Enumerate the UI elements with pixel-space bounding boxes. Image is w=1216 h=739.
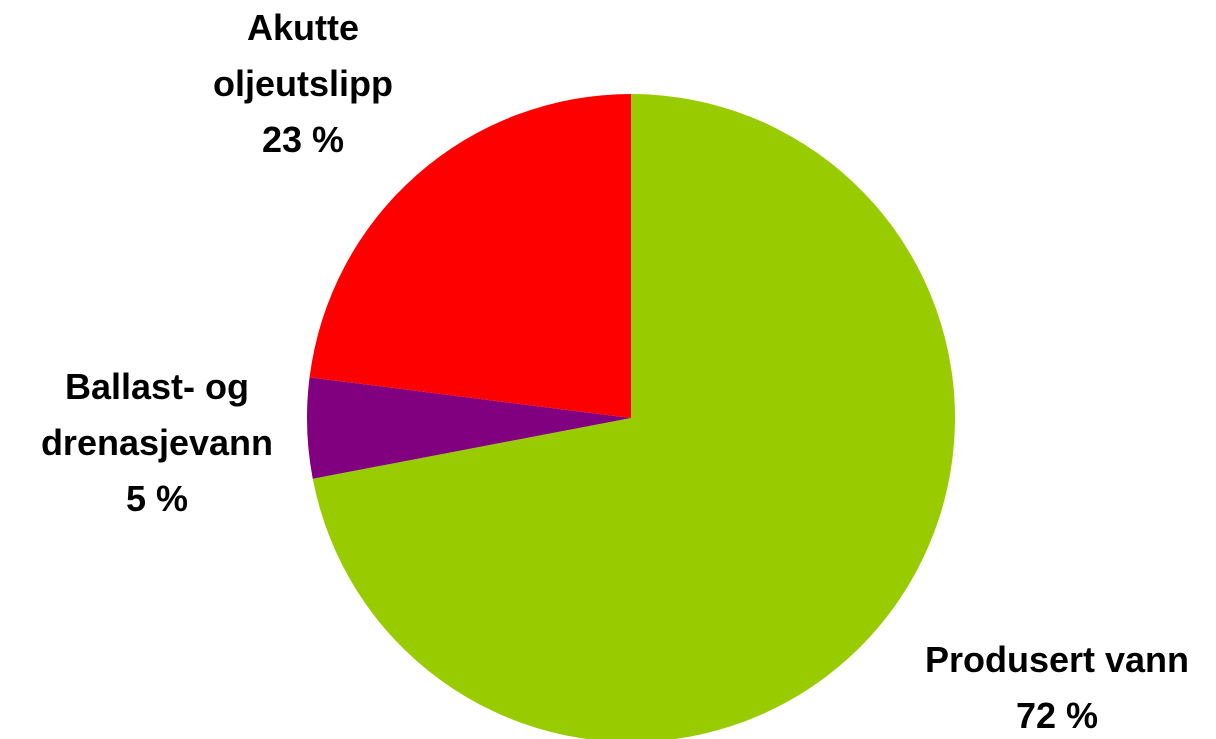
value-label: 72 %	[1015, 695, 1099, 736]
category-name: Ballast- og drenasjevann	[40, 366, 274, 463]
pie-slice	[307, 377, 631, 479]
value-label: 5 %	[125, 478, 189, 519]
slice-label: Ballast- og drenasjevann 5 %	[7, 359, 307, 527]
category-name: Produsert vann	[924, 639, 1190, 680]
category-name: Akutte oljeutslipp	[213, 7, 393, 104]
slice-label: Produsert vann 72 %	[877, 632, 1216, 739]
slice-label: Akutte oljeutslipp 23 %	[188, 0, 418, 168]
pie-slice	[312, 94, 955, 739]
value-label: 23 %	[261, 119, 345, 160]
pie-slice	[309, 94, 631, 418]
